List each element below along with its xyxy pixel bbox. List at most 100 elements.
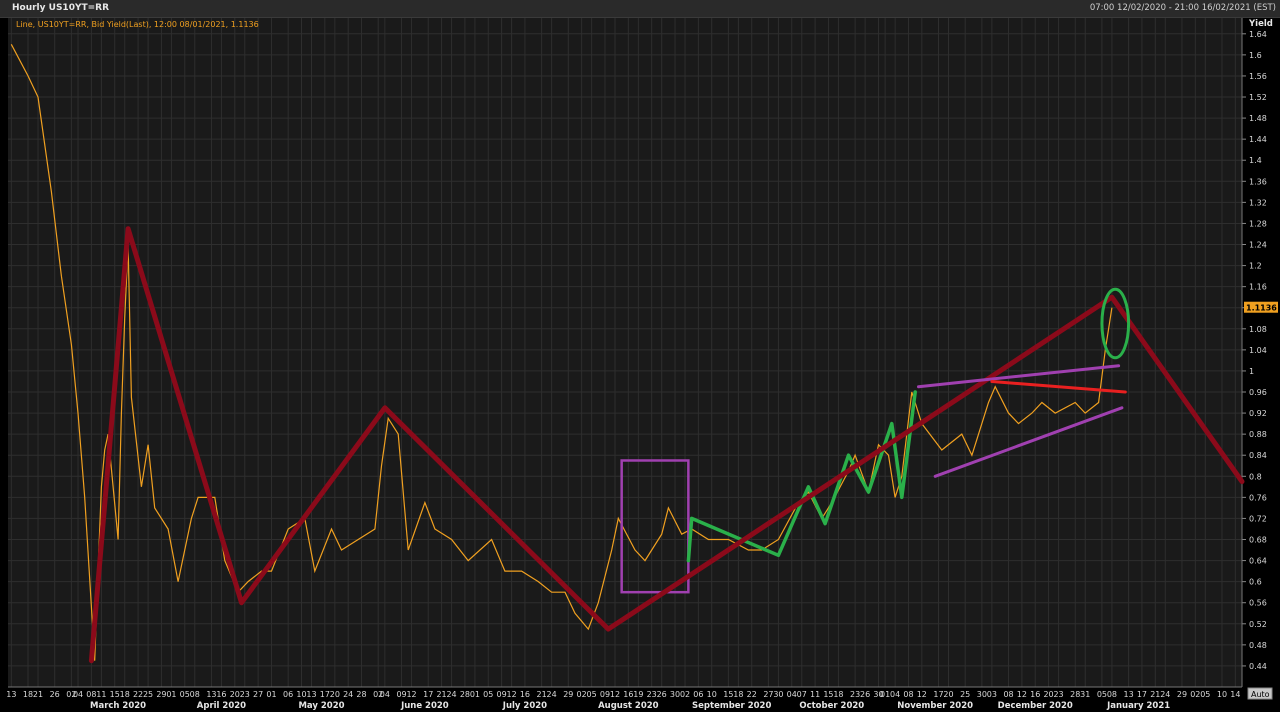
y-tick-label: 0.48	[1249, 641, 1267, 650]
x-tick-label: 05	[180, 690, 190, 699]
x-tick-label: 02	[680, 690, 690, 699]
x-tick-label: 01	[880, 690, 890, 699]
chart-title: Hourly US10YT=RR	[12, 3, 110, 13]
x-tick-label: 11	[96, 690, 106, 699]
y-tick-label: 0.64	[1249, 557, 1267, 566]
x-tick-label: 08	[903, 690, 913, 699]
x-month-label: August 2020	[598, 701, 659, 711]
x-tick-label: 25	[143, 690, 153, 699]
y-tick-label: 1.24	[1249, 241, 1267, 250]
x-month-label: October 2020	[799, 701, 864, 711]
x-tick-label: 29	[563, 690, 573, 699]
x-tick-label: 13	[6, 690, 16, 699]
y-tick-label: 1.32	[1249, 198, 1267, 207]
x-tick-label: 20	[1043, 690, 1053, 699]
x-tick-label: 04	[890, 690, 900, 699]
x-tick-label: 12	[610, 690, 620, 699]
x-tick-label: 04	[73, 690, 83, 699]
last-value-marker	[1244, 301, 1278, 313]
title-bar: Hourly US10YT=RR 07:00 12/02/2020 - 21:0…	[0, 0, 1280, 18]
x-tick-label: 24	[547, 690, 557, 699]
x-tick-label: 29	[156, 690, 166, 699]
y-tick-label: 1.6	[1249, 51, 1262, 60]
y-tick-label: 0.72	[1249, 514, 1267, 523]
x-tick-label: 23	[1053, 690, 1063, 699]
y-tick-label: 0.44	[1249, 662, 1267, 671]
major-trend-zigzag	[88, 226, 1245, 664]
x-tick-label: 13	[306, 690, 316, 699]
x-tick-label: 11	[810, 690, 820, 699]
x-tick-label: 12	[1017, 690, 1027, 699]
x-tick-label: 13	[206, 690, 216, 699]
x-tick-label: 29	[1177, 690, 1187, 699]
x-tick-label: 05	[1200, 690, 1210, 699]
x-tick-label: 15	[823, 690, 833, 699]
legend-label: Line, US10YT=RR, Bid Yield(Last), 12:00 …	[16, 20, 259, 29]
x-tick-label: 31	[1080, 690, 1090, 699]
x-tick-label: 22	[133, 690, 143, 699]
x-month-label: April 2020	[197, 701, 246, 711]
x-tick-label: 08	[1107, 690, 1117, 699]
x-tick-label: 15	[723, 690, 733, 699]
x-month-label: June 2020	[400, 701, 449, 711]
x-tick-label: 16	[623, 690, 633, 699]
x-tick-label: 01	[166, 690, 176, 699]
x-tick-label: 21	[537, 690, 547, 699]
x-tick-label: 20	[230, 690, 240, 699]
y-tick-label: 0.96	[1249, 388, 1267, 397]
x-tick-label: 16	[520, 690, 530, 699]
x-tick-label: 02	[373, 690, 383, 699]
x-tick-label: 15	[110, 690, 120, 699]
x-tick-label: 06	[283, 690, 293, 699]
x-tick-label: 28	[460, 690, 470, 699]
x-tick-label: 23	[240, 690, 250, 699]
purple-upper-trendline	[917, 364, 1121, 389]
x-tick-label: 21	[33, 690, 43, 699]
x-tick-label: 05	[1097, 690, 1107, 699]
x-tick-label: 02	[1190, 690, 1200, 699]
x-tick-label: 10	[707, 690, 717, 699]
x-tick-label: 26	[657, 690, 667, 699]
x-tick-label: 17	[320, 690, 330, 699]
y-axis-title: Yield	[1248, 19, 1273, 29]
x-tick-label: 03	[987, 690, 997, 699]
x-month-label: September 2020	[692, 701, 771, 711]
x-tick-label: 18	[120, 690, 130, 699]
x-tick-label: 02	[577, 690, 587, 699]
x-tick-label: 18	[833, 690, 843, 699]
x-tick-label: 08	[190, 690, 200, 699]
y-tick-label: 0.52	[1249, 620, 1267, 629]
x-tick-label: 28	[1070, 690, 1080, 699]
x-tick-label: 09	[600, 690, 610, 699]
y-tick-label: 1.44	[1249, 135, 1267, 144]
x-tick-label: 24	[1160, 690, 1170, 699]
x-tick-label: 21	[436, 690, 446, 699]
x-tick-label: 30	[773, 690, 783, 699]
x-tick-label: 20	[943, 690, 953, 699]
x-tick-label: 14	[1230, 690, 1240, 699]
highlight-ellipse	[1100, 287, 1131, 360]
y-tick-label: 1.56	[1249, 72, 1267, 81]
y-tick-label: 1.36	[1249, 177, 1267, 186]
y-tick-label: 0.56	[1249, 599, 1267, 608]
x-tick-label: 27	[763, 690, 773, 699]
y-tick-label: 1.52	[1249, 93, 1267, 102]
x-tick-label: 16	[1030, 690, 1040, 699]
x-month-label: December 2020	[998, 701, 1073, 711]
x-tick-label: 01	[266, 690, 276, 699]
last-value-label: 1.1136	[1246, 304, 1277, 313]
x-tick-label: 22	[747, 690, 757, 699]
y-tick-label: 1.28	[1249, 219, 1267, 228]
x-tick-label: 24	[343, 690, 353, 699]
x-tick-label: 07	[797, 690, 807, 699]
x-tick-label: 17	[423, 690, 433, 699]
x-month-label: May 2020	[298, 701, 344, 711]
x-tick-label: 12	[406, 690, 416, 699]
y-tick-label: 1.2	[1249, 262, 1262, 271]
x-month-label: March 2020	[90, 701, 146, 711]
auto-scale-button[interactable]	[1247, 687, 1273, 700]
x-tick-label: 21	[1150, 690, 1160, 699]
y-tick-label: 0.92	[1249, 409, 1267, 418]
x-tick-label: 18	[23, 690, 33, 699]
